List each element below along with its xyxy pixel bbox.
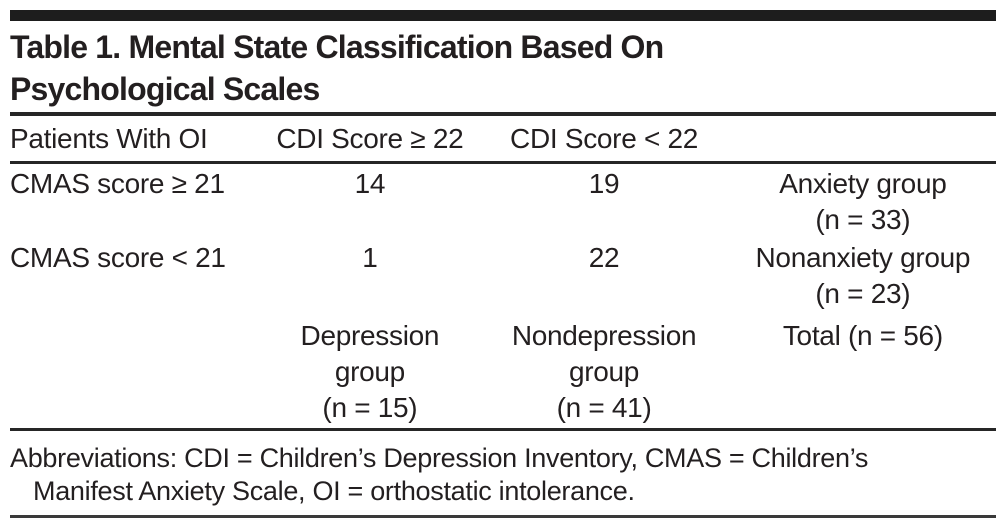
row-label-cmas-ge-21: CMAS score ≥ 21	[10, 168, 225, 199]
value-cmas-ge-cdi-ge: 14	[354, 168, 386, 199]
table-title-line-1: Table 1. Mental State Classification Bas…	[10, 29, 664, 65]
table-title: Table 1. Mental State Classification Bas…	[10, 21, 996, 116]
table-title-line-2: Psychological Scales	[10, 71, 320, 107]
group-label-nondepression: Nondepression group (n = 41)	[511, 320, 697, 423]
header-cell-patients-with-oi: Patients With OI	[10, 122, 208, 154]
footnote-line-1: Abbreviations: CDI = Children’s Depressi…	[10, 443, 869, 473]
header-cell-cdi-lt-22: CDI Score < 22	[510, 122, 699, 154]
value-cmas-ge-cdi-lt: 19	[588, 168, 620, 199]
group-label-anxiety: Anxiety group (n = 33)	[779, 168, 947, 235]
data-table: Patients With OI CDI Score ≥ 22 CDI Scor…	[10, 116, 996, 431]
group-label-total: Total (n = 56)	[782, 320, 943, 351]
table-row-totals: Depression group (n = 15) Nondepression …	[10, 312, 996, 431]
table-content: Table 1. Mental State Classification Bas…	[10, 10, 996, 518]
abbreviations-footnote: Abbreviations: CDI = Children’s Depressi…	[10, 431, 996, 518]
top-rule-bar	[10, 10, 996, 21]
row-label-empty	[10, 318, 261, 324]
value-cmas-lt-cdi-lt: 22	[588, 242, 620, 273]
table-row-cmas-ge-21: CMAS score ≥ 21 14 19 Anxiety group (n =…	[10, 164, 996, 238]
value-cmas-lt-cdi-ge: 1	[362, 242, 378, 273]
table-header-row: Patients With OI CDI Score ≥ 22 CDI Scor…	[10, 116, 996, 164]
table-row-cmas-lt-21: CMAS score < 21 1 22 Nonanxiety group (n…	[10, 238, 996, 312]
row-label-cmas-lt-21: CMAS score < 21	[10, 242, 226, 273]
group-label-depression: Depression group (n = 15)	[300, 320, 440, 423]
header-cell-cdi-ge-22: CDI Score ≥ 22	[276, 122, 464, 154]
footnote-line-2: Manifest Anxiety Scale, OI = orthostatic…	[33, 476, 635, 506]
group-label-nonanxiety: Nonanxiety group (n = 23)	[755, 242, 971, 309]
